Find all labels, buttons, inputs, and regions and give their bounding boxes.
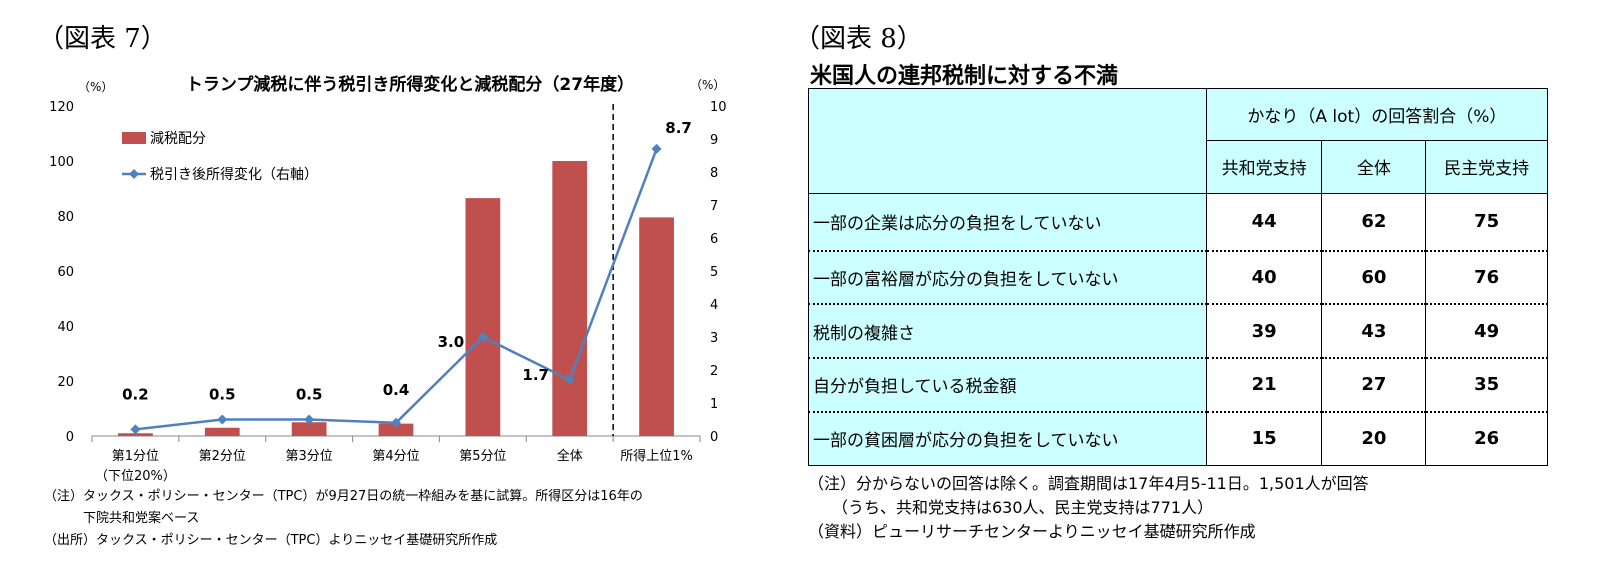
left-axis-unit: （%） (78, 80, 113, 94)
bar-0 (118, 433, 153, 436)
legend-marker-line (129, 169, 139, 179)
bar-2 (291, 422, 327, 436)
group-header: かなり（A lot）の回答割合（%） (1205, 88, 1549, 141)
y-tick-label-left: 20 (57, 375, 74, 390)
source-line: （出所）タックス・ポリシー・センター（TPC）よりニッセイ基礎研究所作成 (44, 533, 498, 548)
data-label-4: 3.0 (438, 333, 465, 351)
data-label-3: 0.4 (383, 381, 410, 399)
y-tick-label-right: 1 (710, 397, 718, 412)
legend-swatch-bar (122, 132, 146, 144)
y-tick-label-right: 10 (710, 100, 727, 115)
category-label: 第2分位 (199, 449, 246, 464)
chart-title: トランプ減税に伴う税引き所得変化と減税配分（27年度） (186, 74, 634, 95)
cell-value: 27 (1321, 357, 1427, 413)
income-change-chart: トランプ減税に伴う税引き所得変化と減税配分（27年度） （%） （%） 0204… (49, 74, 726, 484)
legend-label-bar: 減税配分 (150, 130, 206, 147)
line-point-2 (304, 414, 315, 425)
table-row: 一部の富裕層が応分の負担をしていない 40 60 76 (808, 249, 1548, 305)
y-tick-label-left: 100 (49, 155, 74, 170)
data-label-1: 0.5 (209, 386, 236, 404)
cell-value: 15 (1205, 410, 1323, 466)
cell-value: 60 (1321, 249, 1427, 305)
y-tick-label-right: 2 (710, 364, 718, 379)
category-label: 第1分位 (112, 449, 159, 464)
data-label-0: 0.2 (122, 385, 149, 403)
line-point-6 (651, 143, 662, 154)
bar-1 (204, 427, 240, 436)
right-axis-unit: （%） (690, 78, 725, 92)
y-tick-label-left: 0 (66, 430, 74, 445)
y-tick-label-right: 4 (710, 298, 718, 313)
cell-value: 49 (1425, 303, 1548, 359)
row-label: 一部の貧困層が応分の負担をしていない (808, 410, 1207, 466)
category-label: 第5分位 (459, 449, 506, 464)
y-tick-label-right: 6 (710, 232, 718, 247)
column-header: 共和党支持 (1205, 139, 1323, 195)
line-point-1 (217, 414, 228, 425)
line-point-4 (477, 332, 488, 342)
table-row: 自分が負担している税金額 21 27 35 (808, 357, 1548, 413)
note-line-1: （注）タックス・ポリシー・センター（TPC）が9月27日の統一枠組みを基に試算。… (44, 489, 643, 504)
data-label-6: 8.7 (665, 119, 692, 137)
cell-value: 75 (1425, 193, 1548, 252)
legend-label-line: 税引き後所得変化（右軸） (150, 166, 318, 183)
column-header: 民主党支持 (1425, 139, 1548, 195)
row-label: 自分が負担している税金額 (808, 357, 1207, 413)
cell-value: 26 (1425, 410, 1548, 466)
note-line-2: 下院共和党案ベース (44, 511, 200, 526)
bar-5 (552, 161, 588, 436)
survey-table: かなり（A lot）の回答割合（%） 共和党支持 全体 民主党支持 一部の企業は… (808, 87, 1549, 466)
y-tick-label-left: 60 (57, 265, 74, 280)
table-note-line-1: （注）分からないの回答は除く。調査期間は17年4月5‐11日。1,501人が回答 (808, 474, 1369, 493)
y-tick-label-right: 8 (710, 166, 718, 181)
data-label-2: 0.5 (296, 386, 323, 404)
y-tick-label-right: 5 (710, 265, 718, 280)
bar-6 (639, 217, 674, 436)
figure-8-label: （図表 8） (794, 24, 923, 54)
y-tick-label-left: 40 (57, 320, 74, 335)
y-tick-label-right: 0 (710, 430, 718, 445)
cell-value: 44 (1205, 193, 1323, 252)
line-point-0 (130, 424, 141, 435)
y-tick-label-right: 3 (710, 331, 718, 346)
table-note-line-2: （うち、共和党支持は630人、民主党支持は771人） (808, 498, 1214, 517)
cell-value: 43 (1321, 303, 1427, 359)
y-tick-label-right: 9 (710, 133, 718, 148)
figure-7-label: （図表 7） (38, 24, 167, 54)
category-label: 所得上位1% (620, 448, 693, 464)
row-label: 一部の企業は応分の負担をしていない (808, 193, 1207, 252)
cell-value: 40 (1205, 249, 1323, 305)
data-label-5: 1.7 (522, 366, 549, 384)
table-title: 米国人の連邦税制に対する不満 (810, 64, 1119, 89)
bar-3 (378, 423, 414, 436)
table-row: 一部の企業は応分の負担をしていない 44 62 75 (808, 193, 1548, 252)
row-label: 一部の富裕層が応分の負担をしていない (808, 249, 1207, 305)
bar-4 (465, 198, 501, 436)
table-corner (808, 87, 1207, 195)
plot-area: 0 20 40 60 80 100 120 0 1 2 3 4 5 6 7 8 9 10 0.2 0.5 0.5 0.4 3… (49, 100, 726, 484)
y-tick-label-left: 120 (49, 100, 74, 115)
row-label: 税制の複雑さ (808, 303, 1207, 359)
table-row: 一部の貧困層が応分の負担をしていない 15 20 26 (808, 410, 1548, 466)
cell-value: 76 (1425, 249, 1548, 305)
cell-value: 20 (1321, 410, 1427, 466)
category-sublabel: （下位20%） (95, 469, 176, 484)
column-header: 全体 (1321, 139, 1427, 195)
cell-value: 39 (1205, 303, 1323, 359)
category-label: 第4分位 (372, 449, 419, 464)
line-point-3 (391, 417, 401, 428)
table-source-line: （資料）ピューリサーチセンターよりニッセイ基礎研究所作成 (808, 522, 1256, 541)
table-row: 税制の複雑さ 39 43 49 (808, 303, 1548, 359)
category-label: 第3分位 (286, 449, 333, 464)
cell-value: 21 (1205, 357, 1323, 413)
category-label: 全体 (557, 448, 583, 464)
line-point-5 (564, 374, 575, 385)
y-tick-label-left: 80 (57, 210, 74, 225)
cell-value: 62 (1321, 193, 1427, 252)
y-tick-label-right: 7 (710, 199, 718, 214)
cell-value: 35 (1425, 357, 1548, 413)
